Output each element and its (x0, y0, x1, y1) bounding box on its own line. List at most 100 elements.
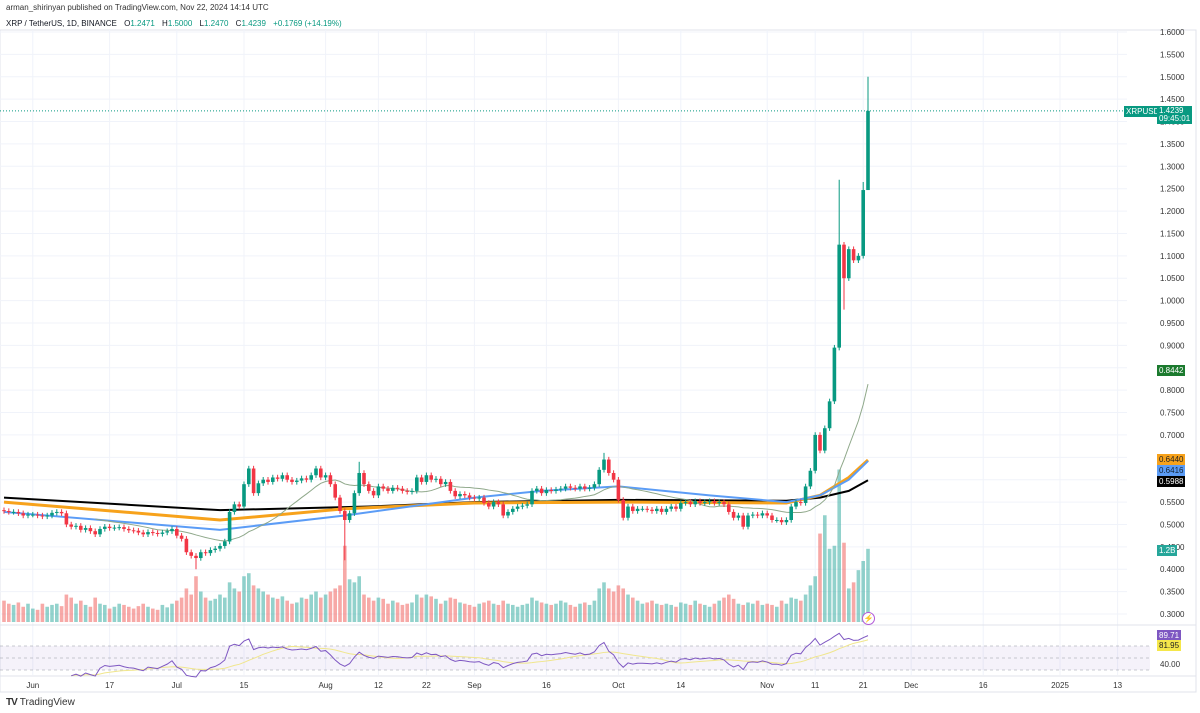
volume-bar (251, 585, 256, 622)
volume-bar (155, 609, 160, 622)
candle-body (151, 532, 155, 534)
price-tick-label: 1.4500 (1160, 95, 1185, 104)
candle-body (299, 478, 304, 481)
candle-body (410, 490, 414, 492)
volume-bar (400, 604, 405, 622)
volume-bar (751, 603, 755, 622)
volume-bar (2, 600, 6, 622)
candle-body (275, 477, 280, 479)
volume-bar (160, 604, 165, 622)
volume-bar (784, 603, 789, 622)
candle-body (69, 524, 73, 527)
volume-bar (7, 603, 11, 622)
symbol-name[interactable]: XRP / TetherUS, 1D, BINANCE (6, 19, 117, 28)
volume-bar (487, 600, 491, 622)
candle-body (731, 511, 736, 518)
volume-bar (525, 603, 529, 622)
volume-bar (866, 548, 870, 622)
volume-bar (285, 600, 289, 622)
candle-body (2, 510, 6, 512)
candle-body (328, 475, 333, 485)
volume-bar (578, 603, 582, 622)
volume-bar (280, 596, 285, 622)
time-tick-label: Aug (318, 681, 332, 690)
candle-body (213, 548, 217, 550)
candle-body (693, 501, 697, 505)
volume-bar (213, 598, 217, 622)
volume-bar (16, 602, 21, 622)
volume-bar (755, 600, 760, 622)
candle-body (573, 487, 577, 489)
candle-body (31, 514, 35, 516)
candle-body (314, 468, 318, 476)
volume-bar (434, 598, 438, 622)
volume-bar (151, 608, 155, 622)
candle-body (775, 519, 779, 521)
candle-body (347, 513, 352, 520)
candle-body (323, 475, 328, 478)
volume-bar (376, 597, 381, 622)
volume-bar (688, 604, 693, 622)
candle-body (655, 508, 659, 512)
volume-bar (199, 591, 203, 622)
volume-bar (271, 597, 275, 622)
volume-bar (203, 597, 208, 622)
volume-bar (746, 602, 750, 622)
volume-bar (549, 604, 553, 622)
volume-bar (45, 606, 49, 622)
volume-bar (602, 582, 606, 622)
candle-body (103, 526, 107, 529)
candle-body (175, 528, 179, 536)
volume-bar (511, 604, 515, 622)
candle-body (501, 504, 505, 516)
volume-bar (179, 597, 184, 622)
brand-name: TradingView (19, 697, 75, 708)
candle-body (535, 488, 539, 491)
volume-bar (98, 603, 102, 622)
price-tick-label: 1.2500 (1160, 185, 1185, 194)
lightning-icon[interactable]: ⚡ (862, 612, 875, 625)
candle-body (683, 502, 688, 504)
candle-body (607, 459, 611, 473)
low-label: L (199, 19, 204, 28)
high-value: 1.5000 (167, 19, 193, 28)
candle-body (343, 511, 347, 520)
candle-body (525, 504, 529, 506)
volume-bar (165, 607, 169, 622)
volume-bar (679, 602, 683, 622)
ma-thin-line (95, 384, 869, 542)
volume-bar (554, 603, 558, 622)
volume-bar (635, 600, 640, 622)
time-tick-label: 22 (422, 681, 431, 690)
volume-bar (587, 604, 592, 622)
candle-body (45, 515, 49, 517)
candle-body (847, 249, 851, 279)
candle-body (799, 502, 803, 504)
candle-body (707, 501, 712, 503)
volume-bar (223, 597, 227, 622)
candle-body (592, 484, 597, 488)
candle-body (746, 515, 750, 527)
candle-body (712, 501, 717, 503)
candle-body (664, 508, 669, 512)
candle-body (155, 532, 160, 534)
volume-bar (83, 604, 88, 622)
volume-bar (266, 594, 270, 622)
volume-bar (640, 603, 645, 622)
price-tick-label: 0.9500 (1160, 319, 1185, 328)
volume-bar (693, 600, 697, 622)
volume-bar (410, 602, 414, 622)
publisher-line: arman_shirinyan published on TradingView… (6, 3, 269, 12)
price-tick-label: 1.3500 (1160, 140, 1185, 149)
volume-bar (664, 603, 669, 622)
volume-bar (74, 603, 78, 622)
volume-bar (621, 588, 625, 622)
volume-bar (794, 598, 798, 622)
volume-bar (395, 602, 400, 622)
candle-body (333, 484, 337, 498)
volume-bar (170, 603, 174, 622)
ma-black-badge: 0.5988 (1157, 476, 1186, 487)
rsi-ma-badge: 81.95 (1157, 640, 1182, 651)
candle-body (35, 514, 40, 516)
